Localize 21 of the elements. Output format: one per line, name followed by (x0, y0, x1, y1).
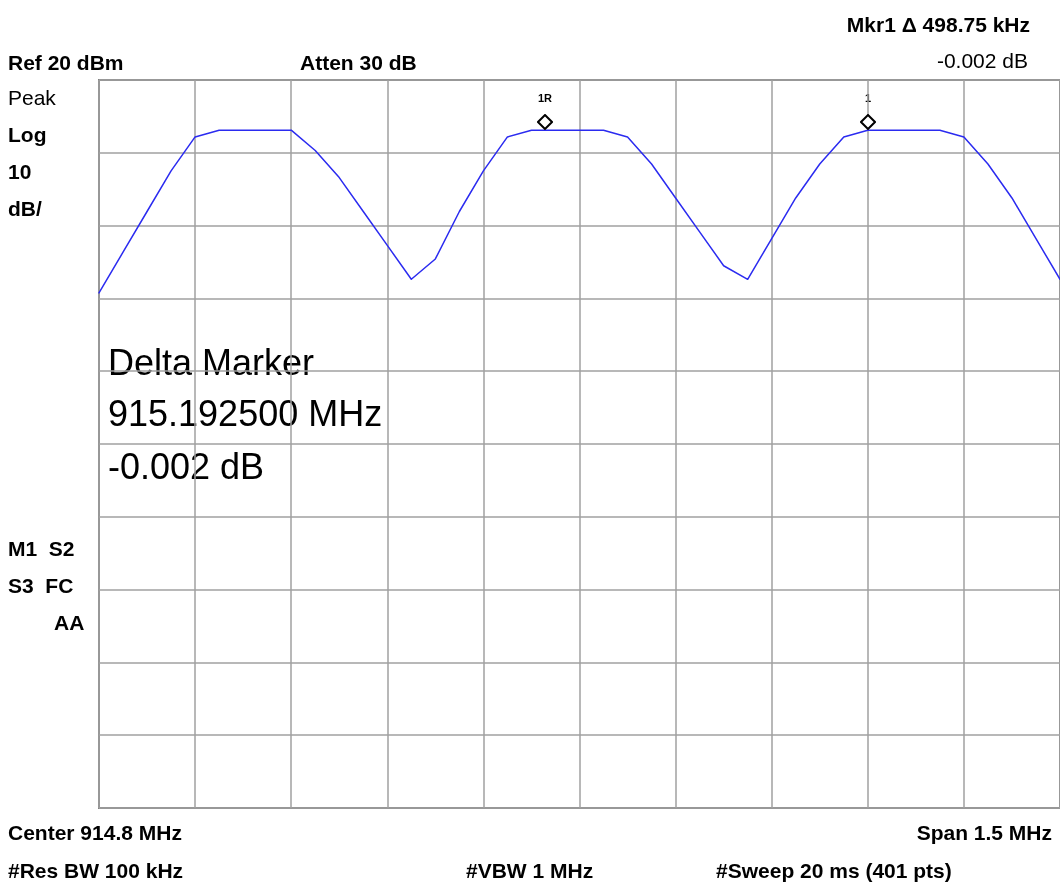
annotation: -0.002 dB (108, 445, 265, 487)
chart-title: Mkr1 Δ 498.75 kHz (846, 13, 1031, 36)
chart-subtitle: -0.002 dB (936, 49, 1029, 72)
annotation: Delta Marker (108, 341, 315, 383)
text: Peak (8, 85, 57, 109)
text: #Res BW 100 kHz (8, 858, 184, 882)
text: Atten 30 dB (300, 50, 417, 74)
text: Ref 20 dBm (8, 50, 124, 74)
text: Span 1.5 MHz (916, 820, 1052, 844)
text: 1R (537, 92, 553, 104)
text: #Sweep 20 ms (401 pts) (716, 858, 952, 882)
text: Center 914.8 MHz (8, 820, 182, 844)
text: 1 (864, 92, 872, 104)
text: dB/ (8, 196, 42, 220)
text: Log (8, 122, 47, 146)
text: 10 (8, 159, 32, 183)
annotation: 915.192500 MHz (108, 392, 383, 434)
text: M1 S2 (8, 536, 75, 560)
text: #VBW 1 MHz (466, 858, 594, 882)
text: AA (54, 610, 85, 634)
text: S3 FC (8, 573, 74, 597)
